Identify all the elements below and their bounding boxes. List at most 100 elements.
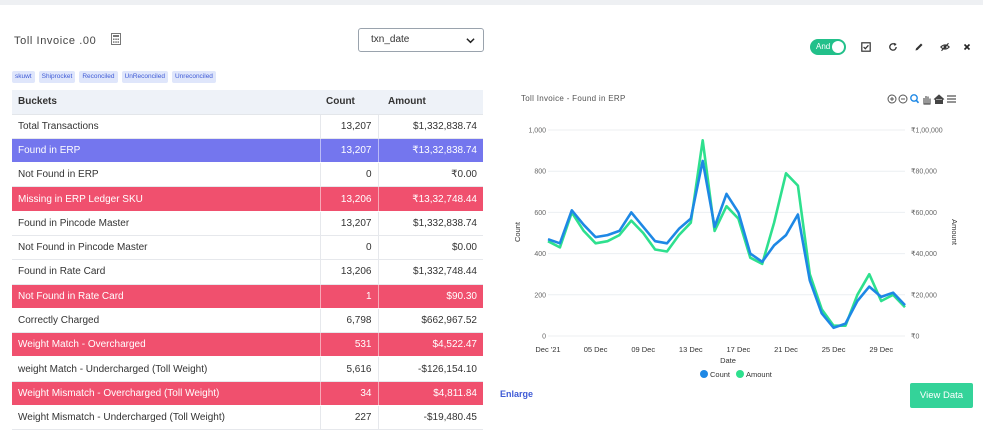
toggle-knob (832, 41, 844, 53)
table-row[interactable]: Missing in ERP Ledger SKU 13,206 ₹13,32,74… (12, 186, 483, 212)
zoom-out-icon[interactable] (898, 94, 908, 104)
zoom-select-icon[interactable] (910, 94, 920, 104)
top-divider (0, 0, 983, 5)
toggle-label: And (816, 42, 831, 51)
bucket-amount: $1,332,838.74 (377, 114, 483, 139)
refresh-icon[interactable] (888, 42, 898, 52)
filter-tag[interactable]: Shiprocket (38, 71, 76, 83)
filter-tag[interactable]: UnReconciled (121, 71, 168, 83)
bucket-amount: $662,967.52 (377, 308, 483, 334)
bucket-count: 1 (319, 284, 378, 309)
bucket-amount: $90.30 (377, 284, 483, 309)
chevron-down-icon (466, 38, 475, 44)
bucket-count: 0 (319, 162, 378, 188)
bucket-amount: $4,811.84 (377, 381, 483, 407)
table-row[interactable]: Total Transactions 13,207 $1,332,838.74 (12, 114, 483, 139)
bucket-count: 13,206 (319, 186, 378, 212)
column-header-count[interactable]: Count (320, 90, 378, 115)
x-tick-label: 21 Dec (774, 345, 798, 354)
y2-tick-label: ₹40,000 (911, 250, 937, 258)
legend-label-count[interactable]: Count (710, 370, 731, 379)
bucket-count: 531 (319, 332, 378, 358)
menu-icon[interactable] (947, 95, 956, 103)
filter-tag[interactable]: Reconciled (79, 71, 118, 83)
x-tick-label: 29 Dec (869, 345, 893, 354)
close-icon[interactable] (962, 42, 972, 52)
filter-tag[interactable]: Unreconciled (171, 71, 216, 83)
table-row[interactable]: Found in Rate Card 13,206 $1,332,748.44 (12, 259, 483, 285)
x-tick-label: 25 Dec (822, 345, 846, 354)
series-line-count[interactable] (547, 159, 906, 330)
y2-tick-label: ₹1,00,000 (911, 127, 943, 135)
bucket-count: 13,207 (319, 211, 378, 236)
bucket-name: Weight Mismatch - Overcharged (Toll Weig… (12, 381, 320, 407)
x-tick-label: 13 Dec (679, 345, 703, 354)
bucket-amount: -$19,480.45 (377, 405, 483, 431)
x-tick-label: Dec '21 (535, 345, 560, 354)
series-line-amount[interactable] (547, 139, 906, 327)
view-data-button[interactable]: View Data (910, 383, 973, 408)
report-title: Toll Invoice .00 (14, 35, 97, 47)
bucket-amount: ₹13,32,748.44 (377, 186, 483, 212)
hide-icon[interactable] (940, 42, 950, 52)
table-row[interactable]: Weight Match - Overcharged 531 $4,522.47 (12, 332, 483, 358)
table-row[interactable]: Correctly Charged 6,798 $662,967.52 (12, 308, 483, 334)
bucket-amount: $4,522.47 (377, 332, 483, 358)
table-row[interactable]: weight Match - Undercharged (Toll Weight… (12, 356, 483, 382)
column-header-amount[interactable]: Amount (378, 90, 483, 115)
y-tick-label: 800 (534, 169, 546, 176)
bucket-name: Not Found in ERP (12, 162, 320, 188)
y2-tick-label: ₹20,000 (911, 291, 937, 299)
checkbox-icon[interactable] (861, 42, 871, 52)
y2-axis-ticks: ₹0 ₹20,000 ₹40,000 ₹60,000 ₹80,000 ₹1,00,000 (911, 127, 943, 341)
x-axis-label: Date (720, 356, 736, 365)
column-header-buckets[interactable]: Buckets (12, 90, 320, 115)
table-row[interactable]: Found in ERP 13,207 ₹13,32,838.74 (12, 138, 483, 164)
bucket-count: 13,206 (319, 259, 378, 285)
edit-icon[interactable] (914, 42, 924, 52)
filter-tags: skuwt Shiprocket Reconciled UnReconciled… (12, 71, 216, 83)
bucket-amount: -$126,154.10 (377, 356, 483, 382)
buckets-table: Buckets Count Amount Total Transactions 1… (12, 90, 483, 431)
date-field-select-value: txn_date (371, 34, 410, 45)
y-tick-label: 1,000 (528, 128, 546, 135)
date-field-select[interactable]: txn_date (358, 28, 484, 52)
table-header-row: Buckets Count Amount (12, 90, 483, 115)
calculator-icon[interactable] (111, 33, 121, 45)
table-row[interactable]: Weight Mismatch - Overcharged (Toll Weig… (12, 381, 483, 407)
home-icon[interactable] (933, 94, 945, 104)
x-tick-label: 09 Dec (631, 345, 655, 354)
y2-axis-label: Amount (950, 219, 959, 246)
bucket-count: 13,207 (319, 138, 378, 164)
bucket-name: Weight Match - Overcharged (12, 332, 320, 358)
y2-tick-label: ₹80,000 (911, 168, 937, 176)
pan-icon[interactable] (923, 96, 931, 105)
y-tick-label: 0 (542, 334, 546, 341)
bucket-name: Found in ERP (12, 138, 320, 164)
bucket-count: 34 (319, 381, 378, 407)
bucket-count: 0 (319, 235, 378, 261)
table-row[interactable]: Not Found in Rate Card 1 $90.30 (12, 284, 483, 309)
chart-series (547, 139, 906, 330)
zoom-in-icon[interactable] (887, 94, 897, 104)
y2-tick-label: ₹0 (911, 333, 919, 341)
y2-tick-label: ₹60,000 (911, 209, 937, 217)
table-row[interactable]: Not Found in ERP 0 ₹0.00 (12, 162, 483, 188)
table-row[interactable]: Not Found in Pincode Master 0 $0.00 (12, 235, 483, 261)
bucket-name: Found in Rate Card (12, 259, 320, 285)
bucket-name: Missing in ERP Ledger SKU (12, 186, 320, 212)
y-tick-label: 600 (534, 210, 546, 217)
y-axis-ticks: 0 200 400 600 800 1,000 (528, 128, 546, 341)
y-tick-label: 400 (534, 251, 546, 258)
bucket-amount: $1,332,838.74 (377, 211, 483, 236)
table-row[interactable]: Weight Mismatch - Undercharged (Toll Wei… (12, 405, 483, 431)
legend-marker-count (700, 370, 708, 378)
filter-tag[interactable]: skuwt (12, 71, 35, 83)
bucket-name: Weight Mismatch - Undercharged (Toll Wei… (12, 405, 320, 431)
enlarge-link[interactable]: Enlarge (500, 389, 534, 399)
legend-label-amount[interactable]: Amount (746, 370, 773, 379)
and-or-toggle[interactable]: And (810, 39, 846, 55)
bucket-count: 227 (319, 405, 378, 431)
table-row[interactable]: Found in Pincode Master 13,207 $1,332,838.… (12, 211, 483, 236)
legend-marker-amount (736, 370, 744, 378)
